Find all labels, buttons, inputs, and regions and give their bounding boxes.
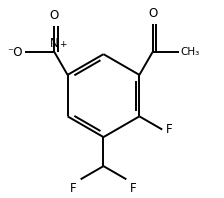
Text: F: F — [70, 182, 77, 195]
Text: F: F — [166, 123, 173, 136]
Text: ⁻O: ⁻O — [7, 46, 23, 59]
Text: O: O — [148, 7, 157, 20]
Text: +: + — [59, 40, 67, 49]
Text: CH₃: CH₃ — [180, 47, 199, 57]
Text: F: F — [130, 182, 137, 195]
Text: O: O — [50, 9, 59, 22]
Text: N: N — [50, 37, 59, 50]
